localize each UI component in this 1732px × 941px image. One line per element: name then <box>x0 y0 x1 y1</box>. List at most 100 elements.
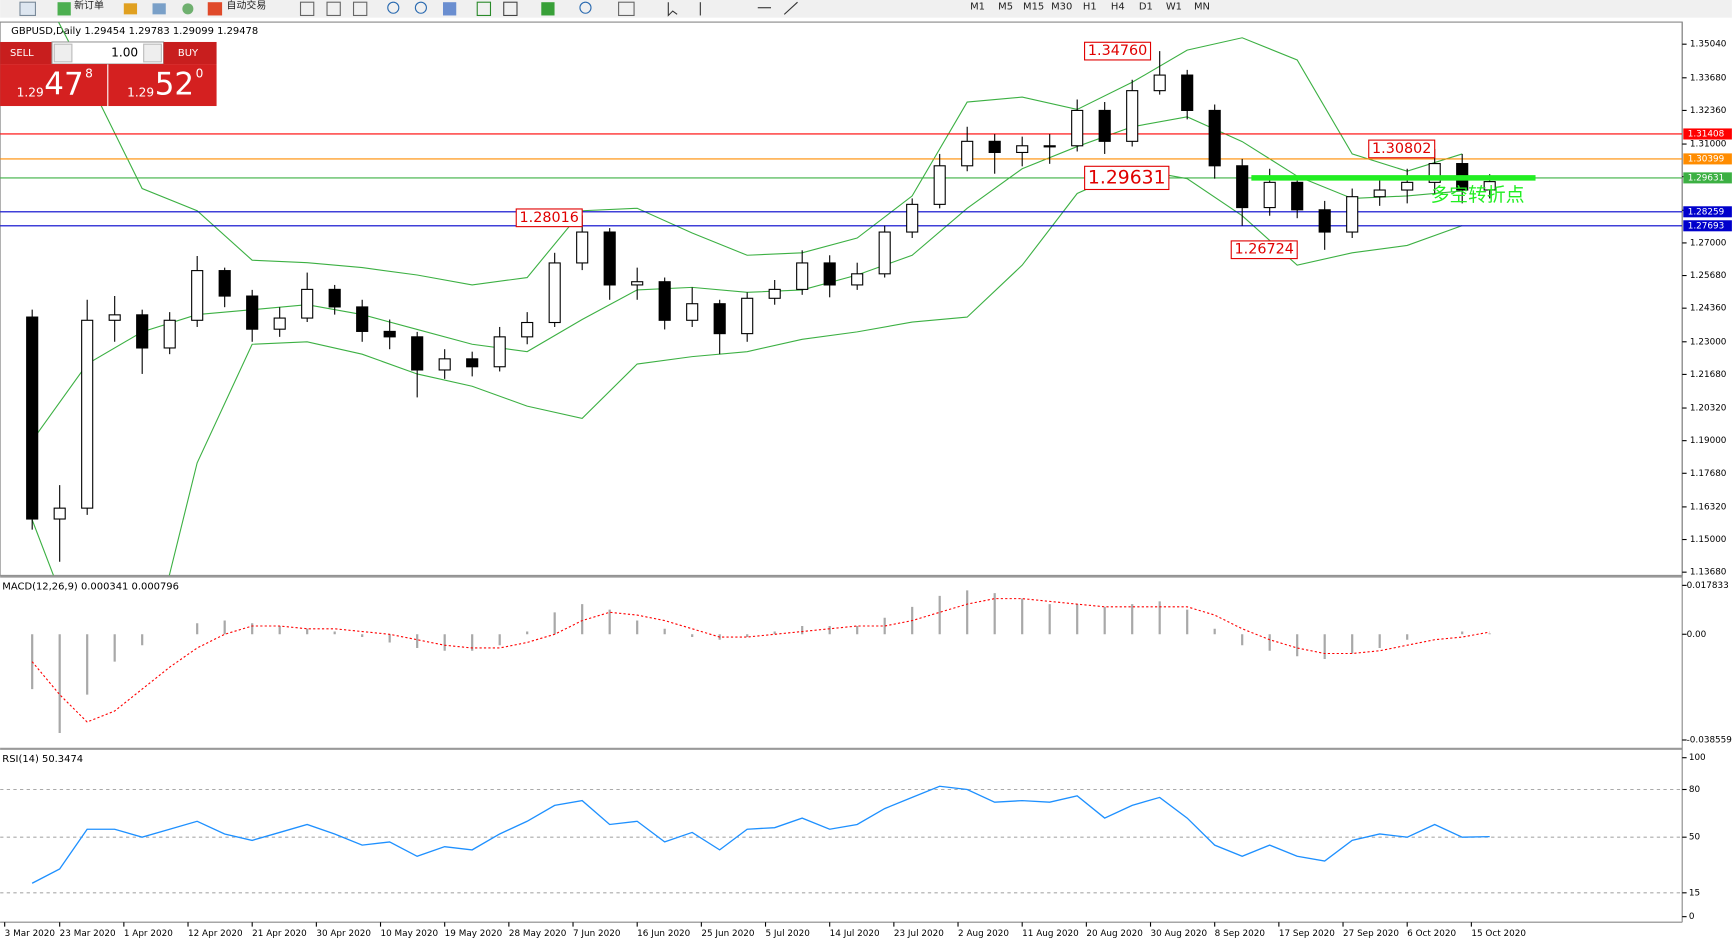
icon[interactable] <box>618 1 635 17</box>
candle-body <box>1483 181 1496 191</box>
price-annotation: 1.26724 <box>1235 242 1294 258</box>
sell-label[interactable]: SELL <box>10 48 34 59</box>
macd-label: MACD(12,26,9) 0.000341 0.000796 <box>2 581 179 592</box>
level-tag-label: 1.30399 <box>1688 154 1725 164</box>
candle-body <box>383 330 396 338</box>
candle-body <box>961 140 974 167</box>
icon[interactable] <box>57 2 71 16</box>
icon[interactable] <box>476 1 492 17</box>
macd-tick-label: 0.017833 <box>1687 581 1729 591</box>
rsi-line <box>31 785 1490 884</box>
candle-body <box>1346 196 1359 233</box>
x-tick-label: 10 May 2020 <box>381 929 439 939</box>
y-tick-label: 1.17680 <box>1690 469 1727 479</box>
ask-big[interactable]: 1.29 <box>127 85 154 99</box>
x-tick-label: 23 Jul 2020 <box>894 929 944 939</box>
level-tag <box>1683 128 1732 140</box>
annotation-box <box>1084 165 1170 191</box>
candle-body <box>576 231 589 264</box>
candle-body <box>1263 181 1276 209</box>
candle-body <box>1016 145 1029 154</box>
timeframe-button[interactable]: H1 <box>1083 2 1097 13</box>
lots-up[interactable] <box>143 43 162 63</box>
timeframe-button[interactable]: M1 <box>970 2 985 13</box>
rsi-tick-label: 50 <box>1689 833 1701 843</box>
icon[interactable] <box>207 2 223 16</box>
icon[interactable] <box>299 1 315 17</box>
rsi-tick-label: 100 <box>1689 753 1706 763</box>
x-tick-label: 6 Oct 2020 <box>1407 929 1456 939</box>
bid-pips[interactable]: 47 <box>44 67 83 103</box>
icon[interactable] <box>442 2 457 16</box>
candle-body <box>823 262 836 286</box>
timeframe-button[interactable]: M30 <box>1051 2 1072 13</box>
bid-price[interactable] <box>0 64 108 107</box>
icon[interactable] <box>352 1 368 17</box>
lots-value[interactable]: 1.00 <box>111 46 138 60</box>
candle-body <box>1153 74 1166 92</box>
level-tag-label: 1.31408 <box>1688 129 1725 139</box>
buy-button[interactable] <box>163 41 217 65</box>
icon[interactable] <box>326 1 341 17</box>
y-tick-label: 1.33680 <box>1690 73 1727 83</box>
candle-body <box>1373 189 1386 198</box>
ask-pips[interactable]: 52 <box>155 67 194 103</box>
candle-body <box>768 288 781 299</box>
candle-body <box>1126 90 1139 142</box>
bid-frac[interactable]: 8 <box>85 66 93 80</box>
icon[interactable] <box>182 3 194 15</box>
sell-button[interactable] <box>0 41 53 65</box>
icon[interactable] <box>123 3 138 15</box>
icon[interactable] <box>414 1 427 14</box>
candle-body <box>493 336 506 368</box>
buy-label[interactable]: BUY <box>178 48 199 59</box>
icon[interactable] <box>783 1 798 15</box>
band-lower <box>31 168 1463 576</box>
x-tick-label: 27 Sep 2020 <box>1343 929 1399 939</box>
timeframe-button[interactable]: D1 <box>1139 2 1153 13</box>
candle-body <box>53 507 66 520</box>
timeframes: M1 M5 M15 M30 H1 H4 D1 W1 MN <box>970 2 1210 13</box>
icon[interactable] <box>152 3 166 15</box>
timeframe-button[interactable]: MN <box>1194 2 1210 13</box>
y-tick-label: 1.21680 <box>1690 370 1727 380</box>
x-tick-label: 28 May 2020 <box>509 929 567 939</box>
y-tick-label: 1.16320 <box>1690 502 1727 512</box>
timeframe-button[interactable]: H4 <box>1111 2 1125 13</box>
icon[interactable] <box>387 1 400 14</box>
icon[interactable] <box>667 2 678 17</box>
icon[interactable] <box>19 1 36 17</box>
toolbar: 新订单 自动交易 M1 M5 M15 M30 H1 H4 D1 W1 MN <box>0 0 1732 18</box>
axes: 1.350401.336801.323601.310001.296801.283… <box>4 40 1732 939</box>
timeframe-button[interactable]: M5 <box>998 2 1013 13</box>
level-tag <box>1683 220 1732 232</box>
x-tick-label: 11 Aug 2020 <box>1022 929 1079 939</box>
candle-body <box>328 288 341 308</box>
rsi-tick-label: 80 <box>1689 785 1701 795</box>
ask-price[interactable] <box>108 64 217 107</box>
x-tick-label: 16 Jun 2020 <box>637 929 690 939</box>
ask-frac[interactable]: 0 <box>196 66 204 80</box>
y-tick-label: 1.24360 <box>1690 304 1727 314</box>
candle-body <box>1428 163 1441 183</box>
candle-body <box>108 314 121 321</box>
bid-big[interactable]: 1.29 <box>17 85 44 99</box>
main-plot <box>0 22 1683 576</box>
new-order[interactable]: 新订单 <box>74 0 104 12</box>
icon[interactable] <box>579 1 592 14</box>
candle-body <box>988 140 1001 154</box>
auto-trading[interactable]: 自动交易 <box>227 0 267 12</box>
icon[interactable] <box>503 1 518 17</box>
macd-tick-label: -0.038559 <box>1687 735 1732 745</box>
price-annotation: 1.29631 <box>1088 167 1166 188</box>
timeframe-button[interactable]: W1 <box>1166 2 1182 13</box>
timeframe-button[interactable]: M15 <box>1023 2 1044 13</box>
candle-body <box>1071 109 1084 147</box>
candle-body <box>933 165 946 205</box>
lots-down[interactable] <box>53 43 73 63</box>
icon[interactable] <box>541 2 555 16</box>
level-tag-label: 1.29631 <box>1688 173 1725 183</box>
y-tick-label: 1.35040 <box>1690 40 1727 50</box>
y-tick-label: 1.23000 <box>1690 337 1727 347</box>
